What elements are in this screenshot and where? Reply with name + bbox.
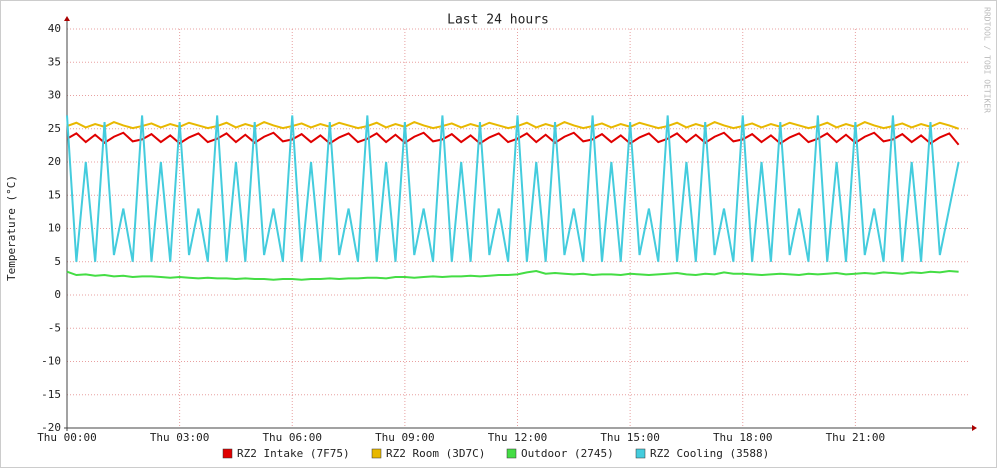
legend-label: RZ2 Intake (7F75) [237,447,350,460]
legend-label: RZ2 Room (3D7C) [386,447,485,460]
y-tick-label: 5 [54,255,61,268]
y-tick-label: 30 [48,89,61,102]
y-tick-label: 35 [48,55,61,68]
x-tick-label: Thu 21:00 [826,431,886,444]
legend-swatch [506,448,517,459]
legend-swatch [635,448,646,459]
y-tick-label: -20 [41,421,61,434]
x-tick-label: Thu 00:00 [37,431,97,444]
legend-swatch [371,448,382,459]
x-tick-label: Thu 15:00 [600,431,660,444]
x-tick-label: Thu 03:00 [150,431,210,444]
legend-label: Outdoor (2745) [521,447,614,460]
y-tick-label: -10 [41,355,61,368]
legend-swatch [222,448,233,459]
x-tick-label: Thu 12:00 [488,431,548,444]
series-line [66,115,960,262]
y-tick-label: 10 [48,222,61,235]
series-line [66,270,959,281]
x-arrow [972,425,977,431]
x-tick-label: Thu 18:00 [713,431,773,444]
y-arrow [64,16,70,21]
y-tick-label: 20 [48,155,61,168]
y-tick-label: -5 [48,321,61,334]
x-tick-label: Thu 09:00 [375,431,435,444]
y-tick-label: 40 [48,22,61,35]
watermark: RRDTOOL / TOBI OETIKER [983,7,992,113]
y-axis-label: Temperature (°C) [5,175,18,281]
chart-title: Last 24 hours [447,13,549,28]
y-tick-label: 25 [48,122,61,135]
x-tick-label: Thu 06:00 [262,431,322,444]
y-tick-label: -15 [41,388,61,401]
y-tick-label: 15 [48,188,61,201]
legend-label: RZ2 Cooling (3588) [650,447,769,460]
y-tick-label: 0 [54,288,61,301]
